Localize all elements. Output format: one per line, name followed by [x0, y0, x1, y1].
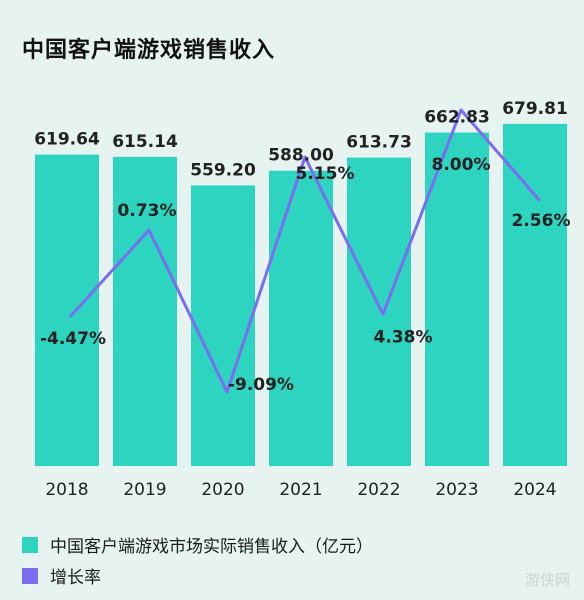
x-tick-label-2019: 2019 — [123, 480, 166, 500]
growth-label-2024: 2.56% — [512, 211, 571, 231]
bar-2023 — [425, 132, 489, 467]
growth-label-2021: 5.15% — [296, 164, 355, 184]
growth-label-2020: -9.09% — [228, 375, 294, 395]
bar-value-label-2023: 662.83 — [424, 108, 490, 128]
bar-2024 — [503, 123, 567, 466]
x-tick-label-2021: 2021 — [279, 480, 322, 500]
growth-label-2019: 0.73% — [118, 201, 177, 221]
bar-value-label-2024: 679.81 — [502, 99, 568, 119]
legend-item-growth: 增长率 — [22, 563, 101, 588]
x-tick-label-2020: 2020 — [201, 480, 244, 500]
bar-2020 — [191, 185, 255, 466]
x-tick-label-2023: 2023 — [435, 480, 478, 500]
x-tick-label-2022: 2022 — [357, 480, 400, 500]
legend-swatch-revenue — [22, 536, 38, 553]
bar-2019 — [113, 156, 177, 467]
x-tick-label-2018: 2018 — [45, 480, 88, 500]
bar-value-label-2022: 613.73 — [346, 133, 412, 153]
bar-value-label-2019: 615.14 — [112, 132, 178, 152]
legend-swatch-growth — [22, 567, 38, 584]
bar-value-label-2020: 559.20 — [190, 160, 256, 180]
bar-value-label-2021: 588.00 — [268, 146, 334, 166]
bar-value-label-2018: 619.64 — [34, 130, 100, 150]
x-tick-label-2024: 2024 — [513, 480, 556, 500]
bar-2021 — [269, 170, 333, 466]
growth-label-2023: 8.00% — [432, 155, 491, 175]
growth-label-2022: 4.38% — [374, 327, 433, 347]
bar-2018 — [35, 154, 99, 466]
chart-plot: 2018 2019 2020 2021 2022 2023 2024 619.64 615.14… — [34, 99, 571, 500]
growth-label-2018: -4.47% — [40, 329, 106, 349]
legend-label-growth: 增长率 — [50, 568, 101, 588]
watermark-logo: 游侠网 — [524, 571, 570, 589]
chart-title: 中国客户端游戏销售收入 — [22, 38, 276, 63]
legend-label-revenue: 中国客户端游戏市场实际销售收入（亿元） — [50, 537, 373, 557]
legend-item-revenue: 中国客户端游戏市场实际销售收入（亿元） — [22, 532, 373, 557]
bar-2022 — [347, 157, 411, 466]
